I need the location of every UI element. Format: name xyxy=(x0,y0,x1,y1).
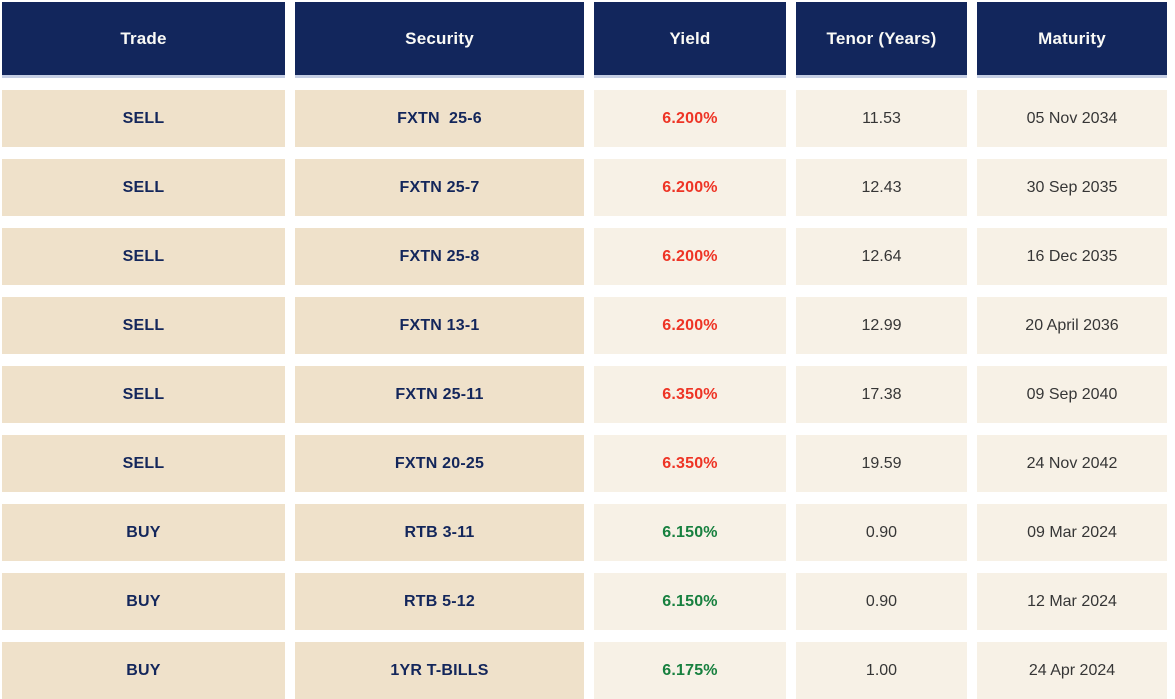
maturity-cell: 24 Apr 2024 xyxy=(977,642,1167,699)
yield-cell: 6.150% xyxy=(594,573,786,630)
yield-cell: 6.200% xyxy=(594,297,786,354)
tenor-cell: 0.90 xyxy=(796,573,967,630)
column-header-maturity: Maturity xyxy=(977,2,1167,78)
trade-cell: SELL xyxy=(2,159,285,216)
column-header-yield: Yield xyxy=(594,2,786,78)
maturity-cell: 20 April 2036 xyxy=(977,297,1167,354)
tenor-cell: 17.38 xyxy=(796,366,967,423)
maturity-cell: 30 Sep 2035 xyxy=(977,159,1167,216)
maturity-cell: 24 Nov 2042 xyxy=(977,435,1167,492)
maturity-cell: 09 Mar 2024 xyxy=(977,504,1167,561)
tenor-cell: 0.90 xyxy=(796,504,967,561)
tenor-cell: 1.00 xyxy=(796,642,967,699)
security-cell: FXTN 25-6 xyxy=(295,90,584,147)
trade-cell: BUY xyxy=(2,573,285,630)
tenor-cell: 11.53 xyxy=(796,90,967,147)
tenor-cell: 12.43 xyxy=(796,159,967,216)
yield-cell: 6.200% xyxy=(594,90,786,147)
maturity-cell: 12 Mar 2024 xyxy=(977,573,1167,630)
maturity-cell: 05 Nov 2034 xyxy=(977,90,1167,147)
security-cell: FXTN 25-11 xyxy=(295,366,584,423)
column-header-trade: Trade xyxy=(2,2,285,78)
trade-cell: BUY xyxy=(2,504,285,561)
yield-cell: 6.350% xyxy=(594,366,786,423)
security-cell: FXTN 13-1 xyxy=(295,297,584,354)
yield-cell: 6.350% xyxy=(594,435,786,492)
yield-cell: 6.200% xyxy=(594,228,786,285)
security-cell: FXTN 25-7 xyxy=(295,159,584,216)
trade-cell: BUY xyxy=(2,642,285,699)
trade-cell: SELL xyxy=(2,297,285,354)
yield-cell: 6.175% xyxy=(594,642,786,699)
tenor-cell: 12.99 xyxy=(796,297,967,354)
column-header-security: Security xyxy=(295,2,584,78)
tenor-cell: 12.64 xyxy=(796,228,967,285)
trade-cell: SELL xyxy=(2,90,285,147)
maturity-cell: 16 Dec 2035 xyxy=(977,228,1167,285)
trade-cell: SELL xyxy=(2,228,285,285)
trade-cell: SELL xyxy=(2,435,285,492)
security-cell: RTB 3-11 xyxy=(295,504,584,561)
yield-cell: 6.200% xyxy=(594,159,786,216)
security-cell: RTB 5-12 xyxy=(295,573,584,630)
trade-cell: SELL xyxy=(2,366,285,423)
security-cell: FXTN 25-8 xyxy=(295,228,584,285)
column-header-tenor: Tenor (Years) xyxy=(796,2,967,78)
tenor-cell: 19.59 xyxy=(796,435,967,492)
security-cell: FXTN 20-25 xyxy=(295,435,584,492)
yield-cell: 6.150% xyxy=(594,504,786,561)
maturity-cell: 09 Sep 2040 xyxy=(977,366,1167,423)
security-cell: 1YR T-BILLS xyxy=(295,642,584,699)
